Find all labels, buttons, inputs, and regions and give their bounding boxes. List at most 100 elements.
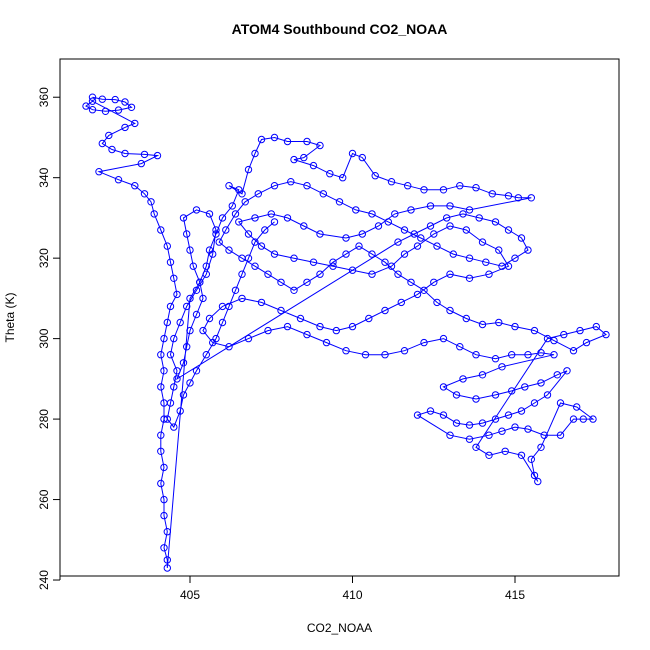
y-tick-label: 240 [37, 570, 51, 590]
data-point [170, 423, 178, 431]
data-point [290, 254, 298, 262]
chart-title: ATOM4 Southbound CO2_NOAA [232, 21, 448, 37]
data-point [88, 97, 97, 105]
data-point [410, 230, 418, 238]
data-point [537, 379, 545, 387]
data-point [225, 343, 233, 351]
x-tick-label: 415 [505, 588, 525, 602]
data-point [225, 182, 233, 190]
data-point [183, 230, 191, 238]
data-point [475, 214, 483, 222]
data-point [238, 294, 246, 303]
data-point [517, 451, 526, 459]
y-tick-label: 300 [37, 328, 51, 348]
data-point [465, 274, 474, 282]
data-point [501, 447, 509, 455]
data-point [556, 431, 565, 439]
data-point [348, 149, 357, 158]
data-point [209, 250, 217, 258]
y-axis: 240 260 280 300 320 340 360 [37, 87, 61, 590]
data-point [397, 298, 405, 307]
data-point [439, 411, 448, 419]
data-point [524, 351, 532, 359]
data-point [254, 190, 262, 198]
data-point [426, 222, 435, 230]
data-point [342, 347, 350, 355]
data-point [472, 395, 480, 403]
data-point [160, 334, 168, 343]
data-point [251, 214, 259, 222]
data-point [371, 172, 379, 180]
data-point [114, 176, 123, 184]
data-point [303, 330, 311, 339]
data-point [491, 391, 500, 399]
data-point [251, 149, 259, 158]
data-point [560, 330, 568, 339]
data-point [462, 314, 470, 323]
data-point [244, 334, 253, 343]
data-point [244, 230, 253, 238]
data-point [495, 246, 503, 254]
data-point [394, 238, 402, 246]
data-point [319, 190, 327, 198]
plot-area [82, 93, 610, 572]
data-point [241, 198, 249, 206]
data-point [205, 210, 214, 218]
data-point [270, 133, 279, 142]
data-point [556, 399, 565, 407]
data-point [517, 407, 526, 415]
data-point [462, 226, 470, 234]
data-point [202, 351, 211, 359]
data-point [231, 210, 240, 218]
data-point [413, 290, 422, 299]
data-point [543, 334, 552, 343]
data-point [157, 479, 165, 488]
data-point [446, 202, 454, 210]
data-point [283, 214, 292, 222]
data-point [540, 431, 548, 439]
data-point [417, 234, 425, 242]
data-point [127, 103, 136, 112]
data-point [157, 383, 165, 391]
data-point [251, 262, 259, 270]
data-point [150, 210, 158, 218]
series-line [85, 96, 607, 569]
data-point [261, 226, 269, 234]
data-point [387, 262, 396, 270]
data-point [387, 178, 396, 186]
data-point [527, 194, 535, 202]
data-point [192, 310, 201, 319]
data-point [322, 338, 331, 347]
data-point [446, 222, 454, 230]
data-point [137, 159, 146, 168]
data-point [511, 254, 519, 262]
data-point [316, 322, 324, 331]
data-point [186, 246, 194, 254]
data-point [160, 544, 168, 552]
data-point [368, 210, 376, 218]
data-point [160, 495, 168, 504]
data-point [111, 95, 119, 104]
data-point [530, 471, 539, 480]
data-point [166, 302, 175, 311]
data-point [420, 186, 428, 194]
data-point [365, 314, 373, 323]
data-point [157, 226, 165, 234]
data-point [114, 106, 123, 114]
data-point [573, 403, 581, 411]
data-point [157, 351, 165, 359]
data-point [303, 137, 311, 146]
data-point [270, 218, 279, 226]
data-point [543, 391, 552, 399]
data-point [569, 347, 578, 355]
x-tick-label: 405 [180, 588, 200, 602]
data-point [485, 451, 493, 459]
data-point [189, 262, 198, 270]
data-point [140, 190, 149, 198]
data-point [140, 150, 149, 159]
data-point [309, 258, 318, 266]
data-point [517, 234, 526, 242]
data-point [163, 528, 172, 536]
data-point [163, 318, 172, 327]
data-point [381, 351, 389, 359]
